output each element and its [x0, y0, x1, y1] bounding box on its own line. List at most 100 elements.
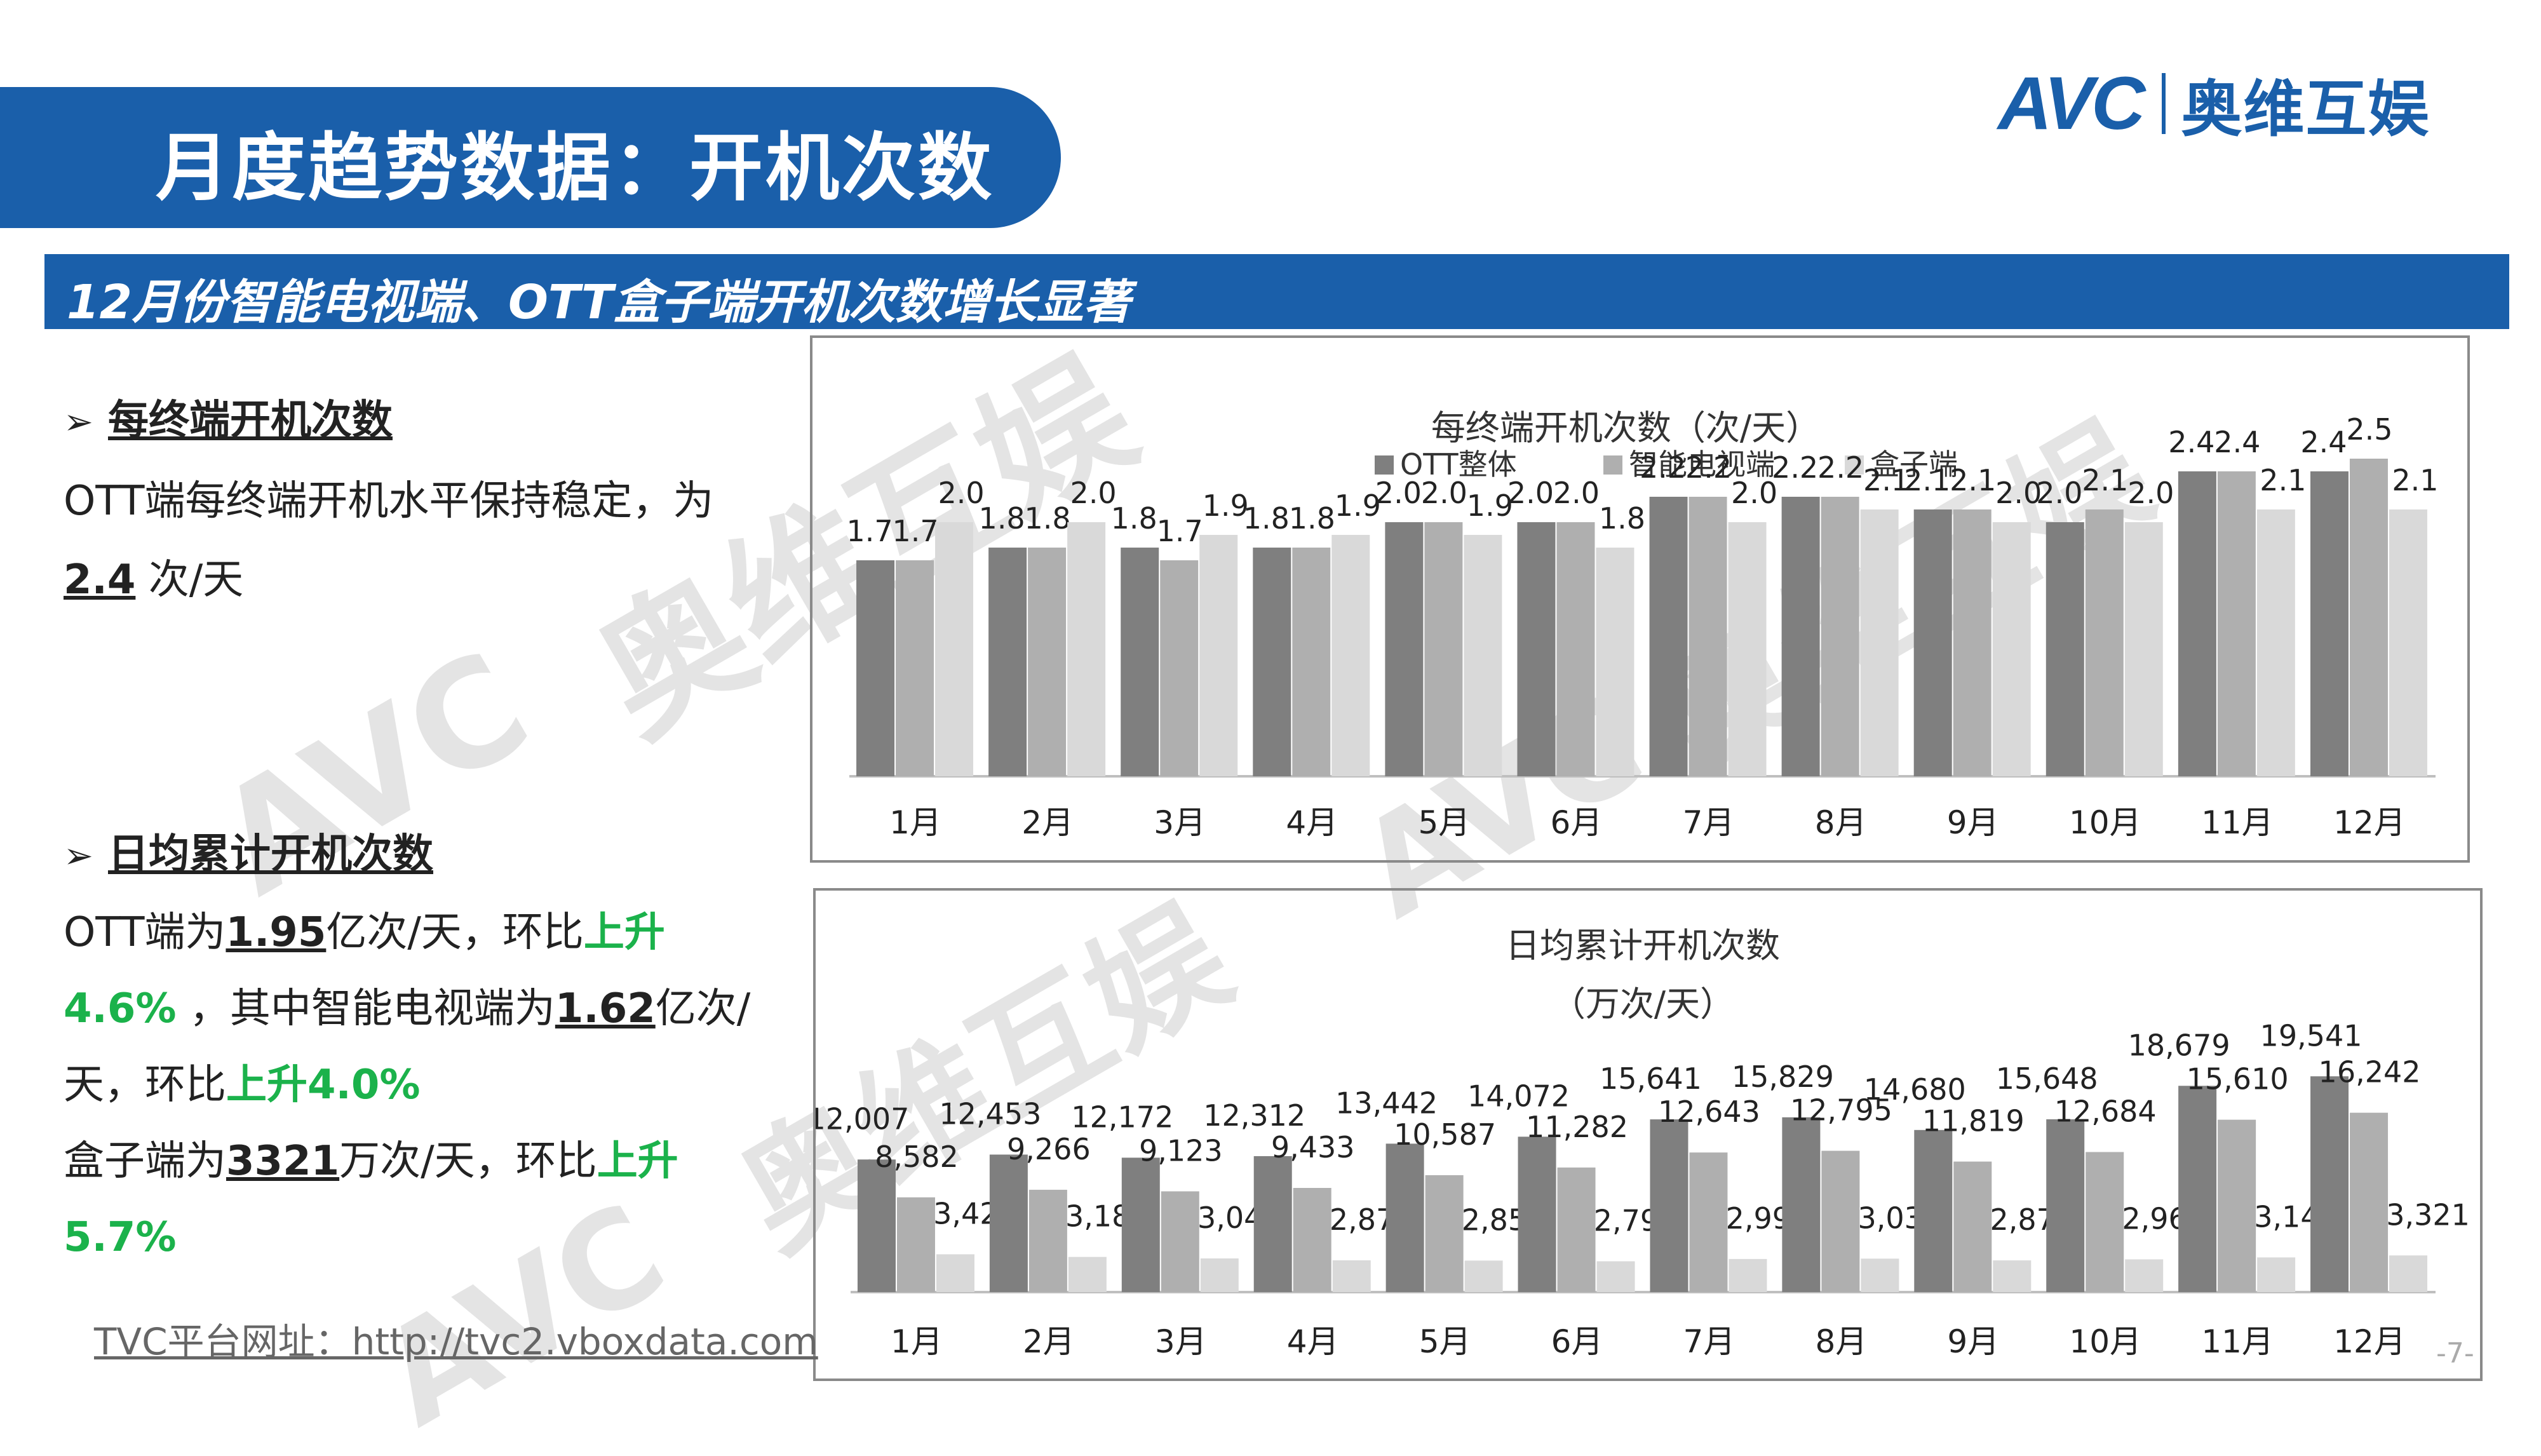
logo-avc-text: AVC [1998, 62, 2145, 145]
data-label: 9,266 [1007, 1132, 1091, 1166]
brand-logo: AVC 奥维互娱 [1998, 62, 2430, 145]
data-label: 2.2 [1772, 450, 1818, 485]
data-label: 12,312 [1203, 1098, 1305, 1133]
bar [1688, 497, 1727, 776]
footer-url-link[interactable]: TVC平台网址：http://tvc2.vboxdata.com [94, 1320, 818, 1363]
data-label: 1.9 [1335, 489, 1381, 523]
x-tick-label: 3月 [1155, 1323, 1207, 1360]
data-label: 2.0 [1070, 476, 1117, 510]
bar [1331, 535, 1370, 776]
x-tick-label: 1月 [891, 1323, 943, 1360]
data-label: 11,282 [1526, 1110, 1628, 1144]
bar [1861, 1258, 1899, 1292]
chart-title: 每终端开机次数（次/天） [1431, 408, 1820, 448]
bar [1385, 522, 1424, 776]
data-label: 12,453 [939, 1097, 1041, 1131]
bar [1293, 1188, 1331, 1292]
data-label: 2.1 [1904, 463, 1950, 497]
text-segment: 天，环比 [64, 1062, 226, 1109]
data-label: 2.0 [1421, 476, 1467, 510]
bar [2125, 1259, 2164, 1292]
bar [1068, 1257, 1107, 1292]
bar [1292, 548, 1331, 776]
data-label: 12,007 [816, 1102, 909, 1136]
bar [1464, 535, 1502, 776]
x-tick-label: 8月 [1815, 1323, 1867, 1360]
x-tick-label: 7月 [1683, 804, 1735, 841]
data-label: 3,321 [2386, 1197, 2470, 1232]
bar [1161, 1191, 1199, 1292]
data-label: 1.8 [979, 501, 1025, 536]
bar [2217, 471, 2256, 776]
data-label: 1.9 [1203, 489, 1249, 523]
x-tick-label: 4月 [1286, 804, 1338, 841]
x-tick-label: 5月 [1418, 804, 1470, 841]
bar [1821, 1150, 1860, 1292]
bar [2178, 471, 2216, 776]
x-tick-label: 6月 [1551, 1323, 1603, 1360]
text-segment: 万次/天，环比 [339, 1138, 597, 1185]
value-unit: 次/天 [135, 556, 244, 603]
data-label: 16,242 [2319, 1055, 2421, 1089]
data-label: 2.0 [1507, 476, 1554, 510]
data-label: 2.5 [2346, 412, 2392, 447]
bar [856, 560, 895, 776]
data-label: 15,648 [1996, 1062, 2098, 1096]
data-label: 2.1 [1863, 463, 1910, 497]
bar [2046, 522, 2084, 776]
bar [1121, 1157, 1160, 1292]
title-banner [0, 87, 1061, 228]
arrow-bullet-icon: ➢ [64, 401, 93, 443]
highlight-value: 3321 [226, 1138, 340, 1185]
bar [936, 1254, 974, 1292]
bar [857, 1159, 896, 1292]
chart-subtitle: （万次/天） [1551, 984, 1734, 1024]
bar [1914, 1129, 1953, 1292]
section-heading: 每终端开机次数 [108, 397, 393, 444]
section-daily-total: ➢ 日均累计开机次数 OTT端为1.95亿次/天，环比上升 4.6% ，其中智能电… [64, 816, 750, 1276]
x-tick-label: 1月 [889, 804, 941, 841]
bar [2218, 1119, 2256, 1292]
bar [1781, 497, 1820, 776]
data-label: 1.7 [1157, 514, 1203, 548]
bar [1253, 548, 1291, 776]
page-title: 月度趋势数据：开机次数 [156, 125, 994, 211]
x-tick-label: 3月 [1154, 804, 1206, 841]
text-segment: 亿次/ [655, 985, 751, 1032]
x-tick-label: 11月 [2201, 804, 2274, 841]
x-tick-label: 12月 [2333, 1323, 2406, 1360]
text-segment: 亿次/天，环比 [326, 909, 584, 956]
data-label: 2.0 [1553, 476, 1600, 510]
data-label: 2.1 [2260, 463, 2306, 497]
data-label: 1.8 [1289, 501, 1335, 536]
data-label: 14,072 [1467, 1079, 1570, 1113]
logo-cn-text: 奥维互娱 [2181, 73, 2430, 145]
bar [2086, 1152, 2124, 1292]
chart-panel-daily-total: 日均累计开机次数 （万次/天） 12,007 8,582 3,425 1月 12,453 9,… [807, 888, 2483, 1381]
bar [1067, 522, 1106, 776]
x-tick-label: 11月 [2201, 1323, 2274, 1360]
growth-text: 上升4.0% [226, 1062, 421, 1109]
data-label: 2.1 [2392, 463, 2438, 497]
growth-text: 上升 [596, 1138, 678, 1185]
data-label: 2.0 [2036, 476, 2082, 510]
bar [1160, 560, 1199, 776]
chart-panel-per-terminal: 每终端开机次数（次/天） OTT整体 智能电视端 盒子端 1.7 1.7 2.0 1月 1.8 1… [810, 335, 2470, 863]
bar [935, 522, 974, 776]
data-label: 1.9 [1467, 489, 1513, 523]
data-label: 9,433 [1271, 1130, 1355, 1164]
bar [2389, 1255, 2428, 1292]
data-label: 12,795 [1790, 1093, 1892, 1128]
chart-title: 日均累计开机次数 [1506, 926, 1780, 966]
bar [1121, 548, 1159, 776]
data-label: 13,442 [1335, 1086, 1438, 1120]
bar [2124, 522, 2163, 776]
data-label: 2.2 [1640, 450, 1686, 485]
legend-swatch [1603, 455, 1622, 475]
data-label: 2.0 [938, 476, 984, 510]
x-tick-label: 6月 [1551, 804, 1603, 841]
bar [1782, 1117, 1821, 1292]
bar [896, 560, 934, 776]
x-tick-label: 12月 [2333, 804, 2406, 841]
subtitle-banner [44, 254, 2509, 329]
